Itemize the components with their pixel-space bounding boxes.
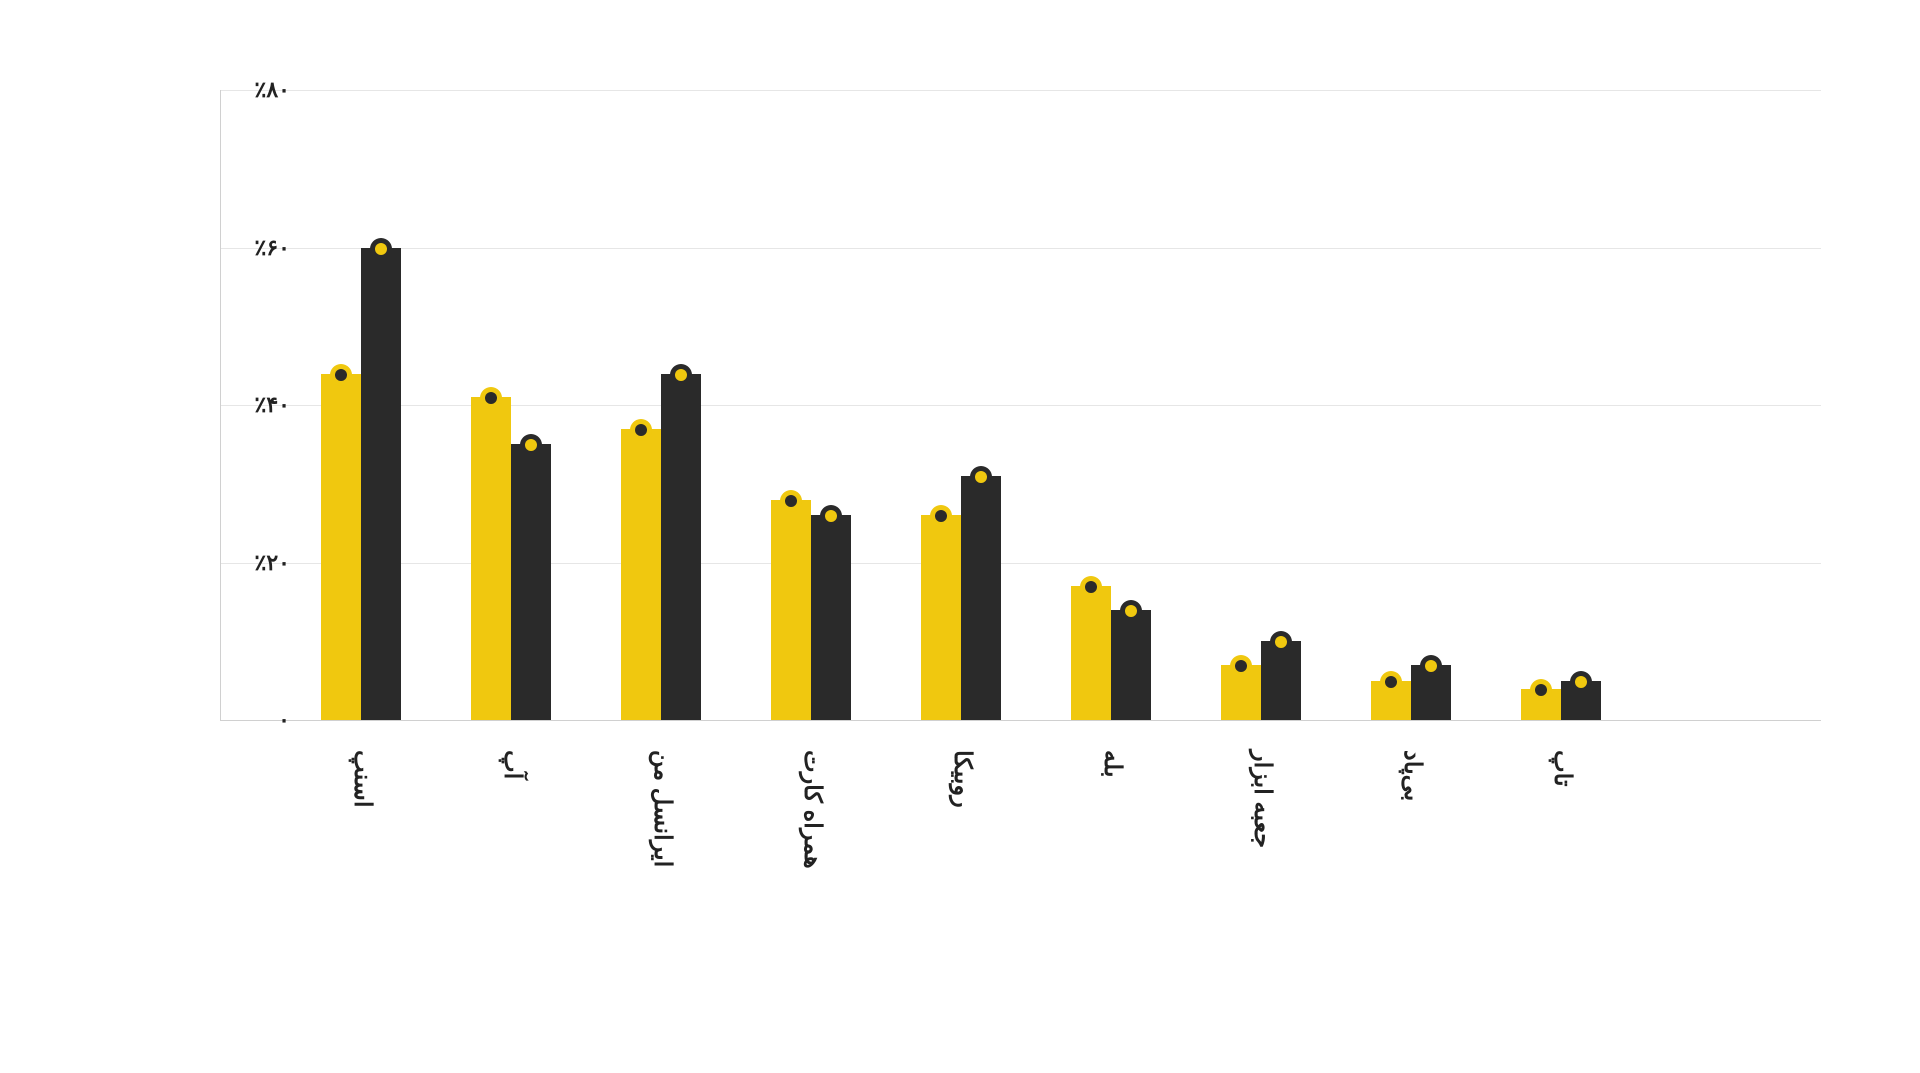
bar-series-a [1521,689,1561,721]
bar-marker-dot [525,439,537,451]
bar-marker [1380,671,1402,693]
bar-marker [780,490,802,512]
x-tick-label: بله [1098,750,1126,778]
bar-series-a [621,429,661,720]
bar-series-b [661,374,701,721]
bar-marker-dot [825,510,837,522]
bar-marker-dot [375,243,387,255]
bar-marker [1270,631,1292,653]
x-tick-label: روبیکا [948,750,976,808]
bar-marker [1120,600,1142,622]
bar-marker [1420,655,1442,677]
bar-marker-dot [1425,660,1437,672]
bar-marker [630,419,652,441]
bar-marker-dot [935,510,947,522]
bar-marker-dot [1385,676,1397,688]
bar-marker-dot [785,495,797,507]
y-tick-label: ٪۸۰ [230,77,290,103]
y-tick-label: ٪۲۰ [230,550,290,576]
bar-series-b [1261,641,1301,720]
bar-chart: ۰٪۲۰٪۴۰٪۶۰٪۸۰ اسنپآپایرانسل منهمراه کارت… [140,90,1820,870]
bar-marker-dot [1125,605,1137,617]
bar-marker [370,238,392,260]
bar-marker [330,364,352,386]
bar-marker [930,505,952,527]
bar-marker-dot [1235,660,1247,672]
bar-series-b [1111,610,1151,720]
y-tick-label: ٪۶۰ [230,235,290,261]
bar-marker-dot [1275,636,1287,648]
x-tick-label: جعبه ابزار [1248,750,1276,848]
bar-marker-dot [675,369,687,381]
x-tick-label: آپ [498,750,526,779]
bar-series-b [961,476,1001,720]
bar-marker [480,387,502,409]
bar-series-a [1221,665,1261,720]
bar-marker-dot [485,392,497,404]
bar-series-b [511,444,551,720]
x-tick-label: بی‌پاد [1398,750,1426,801]
bar-series-b [1411,665,1451,720]
bar-series-a [921,515,961,720]
bar-marker [820,505,842,527]
bar-marker [1530,679,1552,701]
bar-marker [1080,576,1102,598]
x-tick-label: ایرانسل من [648,750,676,867]
bar-marker [520,434,542,456]
bars-layer [221,90,1821,720]
bar-series-b [361,248,401,721]
bar-marker-dot [1575,676,1587,688]
x-tick-label: تاپ [1548,750,1576,787]
x-tick-label: همراه کارت [798,750,826,869]
bar-series-a [471,397,511,720]
y-tick-label: ۰ [230,707,290,733]
bar-marker-dot [975,471,987,483]
bar-marker-dot [335,369,347,381]
bar-series-b [1561,681,1601,720]
bar-series-b [811,515,851,720]
plot-area [220,90,1821,721]
bar-series-a [771,500,811,721]
bar-marker [1570,671,1592,693]
bar-series-a [1371,681,1411,720]
bar-marker-dot [1085,581,1097,593]
bar-marker [970,466,992,488]
bar-series-a [321,374,361,721]
x-tick-label: اسنپ [348,750,376,808]
bar-series-a [1071,586,1111,720]
bar-marker-dot [635,424,647,436]
bar-marker [670,364,692,386]
bar-marker-dot [1535,684,1547,696]
bar-marker [1230,655,1252,677]
y-tick-label: ٪۴۰ [230,392,290,418]
